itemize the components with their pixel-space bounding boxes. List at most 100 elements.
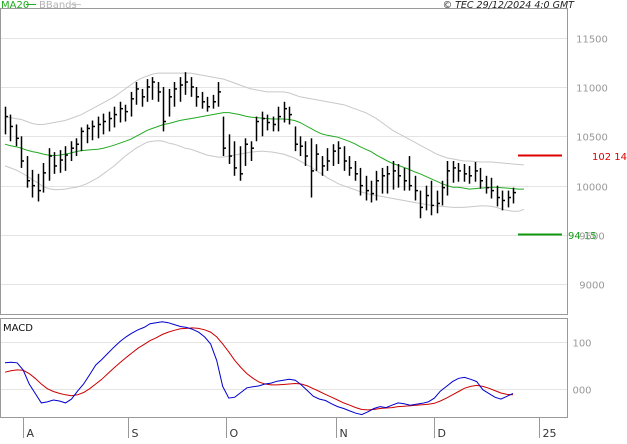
ohlc-bar: [53, 152, 57, 174]
price-tick-label: 10000: [576, 183, 608, 194]
ohlc-bar: [326, 148, 330, 171]
ohlc-bar: [397, 163, 401, 188]
ohlc-bar: [141, 88, 145, 107]
price-tick-label: 9500: [579, 232, 604, 243]
ohlc-bar: [468, 165, 472, 184]
ohlc-bar: [452, 161, 456, 183]
ohlc-bar: [408, 156, 412, 191]
ohlc-bar: [392, 161, 396, 190]
ohlc-bar: [206, 96, 210, 112]
ohlc-bar: [441, 180, 445, 206]
ohlc-bar: [31, 169, 35, 198]
ohlc-bar: [463, 163, 467, 182]
ohlc-bar: [130, 91, 134, 117]
x-tick-label: N: [340, 427, 348, 440]
ohlc-bar: [70, 141, 74, 161]
ohlc-bar: [212, 94, 216, 109]
ohlc-bar: [365, 175, 369, 201]
ohlc-bar: [244, 138, 248, 166]
price-tick-label: 11500: [576, 35, 608, 46]
ohlc-bar: [102, 113, 106, 135]
x-tick-label: D: [438, 427, 446, 440]
bbands-legend-label: BBands: [39, 0, 77, 11]
ohlc-bar: [48, 148, 52, 181]
copyright-label: © TEC 29/12/2024 4:0 GMT: [443, 0, 576, 11]
price-bars: [4, 72, 516, 219]
ohlc-bar: [288, 106, 292, 125]
ohlc-bar: [59, 150, 63, 173]
ohlc-bar: [157, 82, 161, 102]
signal-line: [4, 327, 514, 411]
macd-label: MACD: [3, 323, 33, 334]
ohlc-bar: [430, 180, 434, 216]
ohlc-bar: [381, 167, 385, 194]
ohlc-bar: [97, 116, 101, 139]
ohlc-bar: [190, 77, 194, 97]
ohlc-bar: [233, 141, 237, 176]
x-tick-label: S: [132, 427, 139, 440]
ohlc-bar: [332, 144, 336, 166]
macd-tick-label: 100: [572, 339, 591, 350]
price-tick-label: 11000: [576, 84, 608, 95]
ohlc-bar: [304, 141, 308, 166]
ohlc-bar: [255, 116, 259, 142]
ohlc-bar: [119, 101, 123, 123]
bband-lower: [4, 140, 525, 212]
x-tick-label: 25: [543, 427, 557, 440]
ohlc-bar: [310, 138, 314, 198]
ohlc-bar: [299, 136, 303, 157]
time-axis-ticks: A S O N D 25: [23, 418, 557, 440]
upper-marker-label: 102 14: [592, 152, 627, 163]
ohlc-bar: [512, 187, 516, 204]
x-tick-label: A: [27, 427, 35, 440]
price-tick-label: 9000: [579, 281, 604, 292]
ohlc-bar: [436, 190, 440, 214]
ohlc-bar: [195, 86, 199, 107]
ohlc-bar: [386, 165, 390, 194]
ohlc-bar: [479, 167, 483, 189]
lower-marker-label: 94 15: [568, 231, 597, 242]
ohlc-bar: [26, 156, 30, 188]
ohlc-bar: [321, 156, 325, 176]
ohlc-bar: [184, 72, 188, 95]
ohlc-bar: [501, 190, 505, 211]
ohlc-bar: [217, 82, 221, 107]
ohlc-bar: [124, 104, 128, 122]
ohlc-bar: [91, 120, 95, 141]
ohlc-bar: [343, 146, 347, 171]
ma-legend-label: MA20: [1, 0, 29, 11]
ohlc-bar: [37, 173, 41, 202]
ohlc-bar: [146, 79, 150, 102]
price-markers: 102 14 94 15: [518, 152, 627, 242]
ohlc-bar: [283, 101, 287, 123]
ohlc-bar: [277, 106, 281, 132]
ohlc-bar: [75, 138, 79, 157]
ohlc-bar: [266, 114, 270, 131]
ohlc-bar: [179, 77, 183, 102]
x-tick-label: O: [230, 427, 239, 440]
ohlc-bar: [135, 82, 139, 105]
ohlc-bar: [20, 136, 24, 168]
ohlc-bar: [414, 175, 418, 201]
ohlc-bar: [370, 180, 374, 203]
ohlc-bar: [261, 111, 265, 137]
ohlc-bar: [113, 106, 117, 128]
ohlc-bar: [42, 162, 46, 193]
ohlc-bar: [496, 185, 500, 207]
ohlc-bar: [485, 175, 489, 194]
ohlc-bar: [359, 167, 363, 196]
ohlc-bar: [403, 167, 407, 191]
macd-panel: 000 100: [1, 321, 592, 416]
ohlc-bar: [490, 177, 494, 199]
bollinger-bands: [4, 72, 525, 212]
ohlc-bar: [228, 134, 232, 164]
macd-tick-label: 000: [572, 386, 591, 397]
ohlc-bar: [348, 156, 352, 176]
ohlc-bar: [151, 77, 155, 100]
ohlc-bar: [173, 82, 177, 107]
bband-upper: [4, 72, 524, 166]
ohlc-bar: [250, 141, 254, 161]
ohlc-bar: [239, 146, 243, 181]
ohlc-bar: [294, 126, 298, 152]
